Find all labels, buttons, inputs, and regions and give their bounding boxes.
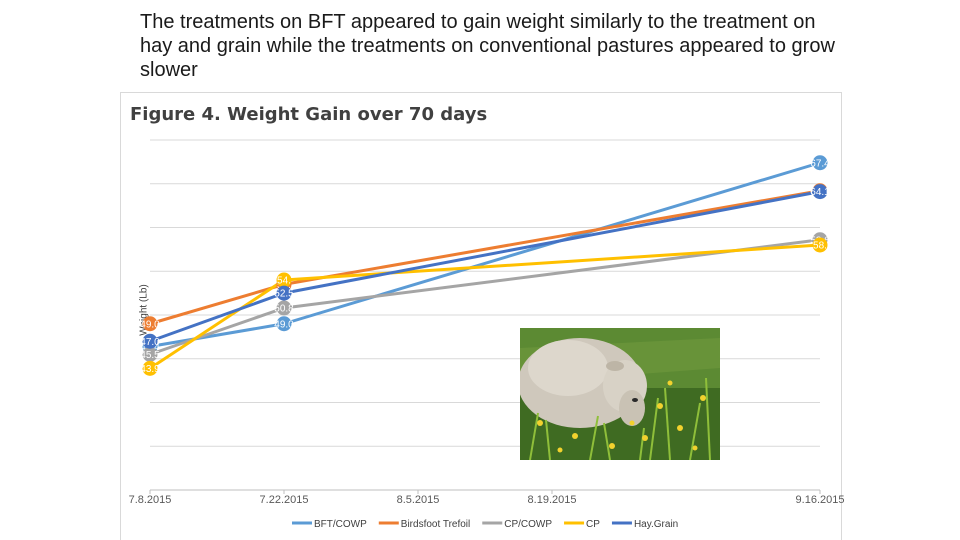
data-label: 50.8 <box>274 304 294 315</box>
x-tick-label: 8.19.2015 <box>528 494 577 506</box>
data-point <box>812 184 828 200</box>
data-point <box>142 333 158 349</box>
legend-label: BFT/COWP <box>314 519 367 530</box>
legend-label: Birdsfoot Trefoil <box>401 519 470 530</box>
data-label: 58. <box>813 241 827 252</box>
x-tick-label: 7.8.2015 <box>129 494 172 506</box>
x-tick-label: 7.22.2015 <box>260 494 309 506</box>
data-label: 49.0 <box>140 319 160 330</box>
legend-label: CP/COWP <box>504 519 552 530</box>
data-point <box>276 300 292 316</box>
data-point <box>812 155 828 171</box>
lamb-grazing-photo <box>520 328 720 460</box>
data-point <box>142 360 158 376</box>
data-point <box>276 272 292 288</box>
chart-title: Figure 4. Weight Gain over 70 days <box>130 104 488 125</box>
x-tick-label: 9.16.2015 <box>796 494 845 506</box>
data-label: 43.9 <box>140 364 160 375</box>
data-label: 47.0 <box>140 337 160 348</box>
chart-frame <box>120 92 842 540</box>
data-point <box>276 285 292 301</box>
data-label: 54. <box>277 276 291 287</box>
data-label: 49.0 <box>274 319 294 330</box>
x-tick-label: 8.5.2015 <box>397 494 440 506</box>
data-point <box>142 316 158 332</box>
data-label: 67.4 <box>810 158 830 169</box>
data-point <box>276 316 292 332</box>
data-label: 45.5 <box>140 350 160 361</box>
slide-headline: The treatments on BFT appeared to gain w… <box>140 11 835 81</box>
legend-label: CP <box>586 519 600 530</box>
data-point <box>812 237 828 253</box>
data-label: 52.5 <box>274 289 294 300</box>
data-label: 64.1 <box>810 187 830 198</box>
legend-label: Hay.Grain <box>634 519 678 530</box>
data-point <box>142 346 158 362</box>
